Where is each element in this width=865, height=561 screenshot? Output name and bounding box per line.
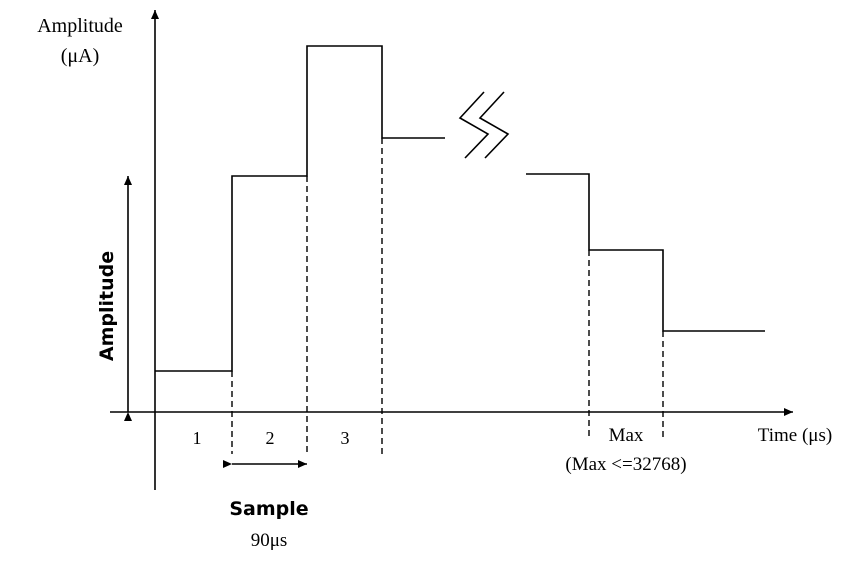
waveform-right — [526, 173, 765, 332]
break-mark-right — [478, 91, 510, 159]
sample-index-1: 1 — [193, 428, 202, 448]
sample-duration: 90μs — [251, 530, 288, 551]
side-amplitude-label: Amplitude — [96, 251, 118, 361]
sample-label: Sample — [229, 498, 308, 520]
break-mark-left — [458, 91, 490, 159]
waveform-left — [155, 45, 445, 372]
sample-index-2: 2 — [266, 428, 275, 448]
y-axis-label-line1: Amplitude — [37, 15, 123, 37]
sample-index-3: 3 — [341, 428, 350, 448]
max-label: Max — [609, 425, 644, 446]
y-axis-label-line2: (μA) — [61, 45, 100, 67]
max-constraint: (Max <=32768) — [565, 454, 686, 475]
x-axis-label: Time (μs) — [758, 425, 832, 446]
